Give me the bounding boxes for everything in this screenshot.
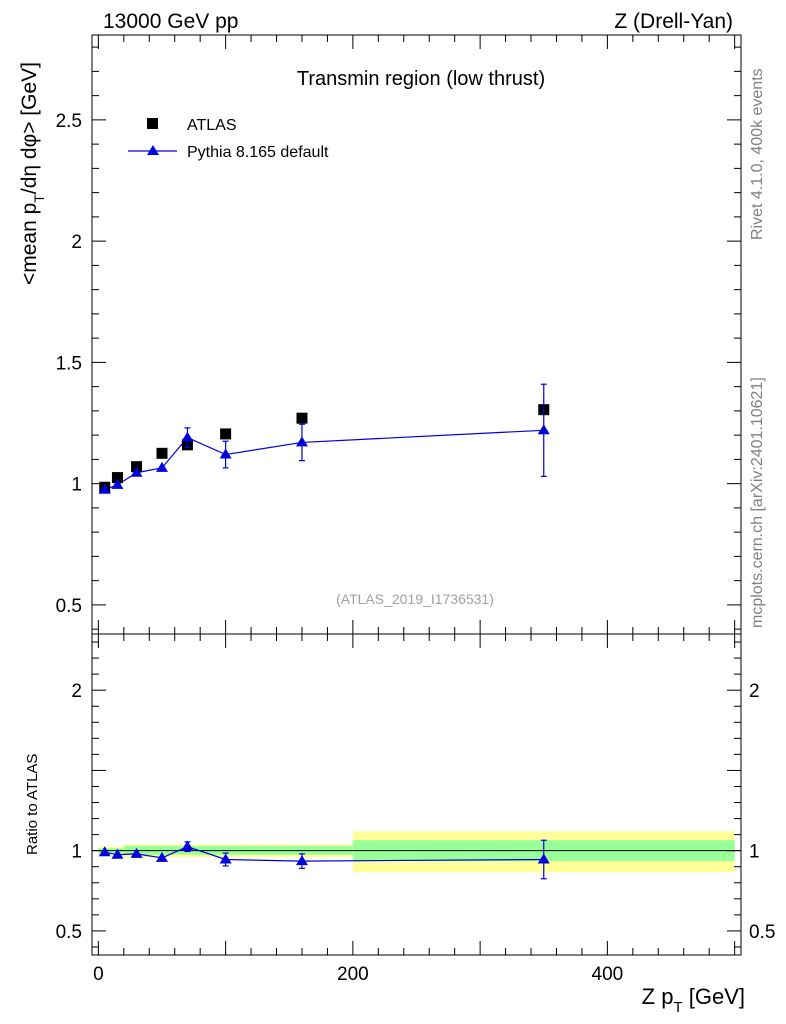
atlas-point xyxy=(296,412,308,424)
mc-point xyxy=(130,466,143,477)
mc-point xyxy=(181,431,194,442)
ratio-point xyxy=(98,846,111,857)
mc-point xyxy=(219,448,232,459)
ratio-bands xyxy=(98,831,735,873)
ratio-series xyxy=(98,839,550,880)
legend-marker-mc xyxy=(147,145,159,155)
main-tick-labels: 0.5 1 1.5 2 2.5 xyxy=(56,111,82,617)
ratio-point xyxy=(295,855,308,866)
ratio-point xyxy=(155,851,168,862)
legend-label-atlas: ATLAS xyxy=(187,117,237,134)
main-panel: 0.5 1 1.5 2 2.5 Transmin region (low thrust)… xyxy=(18,34,742,635)
x-axis-label: Z pT [GeV] xyxy=(642,984,745,1016)
ratio-point xyxy=(181,840,194,851)
atlas-point xyxy=(111,472,123,484)
legend-label-mc: Pythia 8.165 default xyxy=(187,144,329,161)
xtick-label: 400 xyxy=(592,964,624,985)
mc-point xyxy=(155,461,168,472)
rivet-label: Rivet 4.1.0, 400k events xyxy=(749,68,766,240)
ratio-tick-labels: 0.5 0.5 1 1 2 2 0 200 400 xyxy=(56,681,776,985)
ratio-ytick-label-left: 1 xyxy=(71,842,82,863)
xtick-label: 200 xyxy=(337,964,369,985)
xtick-label: 0 xyxy=(93,964,104,985)
mc-series-line xyxy=(104,429,544,491)
mc-point xyxy=(98,483,111,494)
ratio-panel: 0.5 0.5 1 1 2 2 0 200 400 Ratio to ATLAS xyxy=(24,633,776,985)
ratio-ytick-label-right: 0.5 xyxy=(749,922,775,943)
analysis-watermark: (ATLAS_2019_I1736531) xyxy=(336,591,494,607)
header-left: 13000 GeV pp xyxy=(103,10,238,33)
ratio-point xyxy=(219,853,232,864)
main-ytick-label: 1.5 xyxy=(56,353,82,374)
ratio-ytick-label-left: 2 xyxy=(71,681,82,702)
main-ticks xyxy=(92,35,741,634)
main-ytick-label: 2.5 xyxy=(56,111,82,132)
ratio-point xyxy=(130,847,143,858)
main-ytick-label: 2 xyxy=(71,232,82,253)
mcplots-label: mcplots.cern.ch [arXiv:2401.10621] xyxy=(749,377,766,628)
ratio-ytick-label-right: 1 xyxy=(749,842,760,863)
legend: ATLAS Pythia 8.165 default xyxy=(128,117,329,161)
ratio-frame xyxy=(91,633,742,956)
ratio-ylabel: Ratio to ATLAS xyxy=(24,754,41,855)
ratio-ytick-label-left: 0.5 xyxy=(56,922,82,943)
ratio-ticks xyxy=(92,634,741,955)
mc-point xyxy=(111,478,124,489)
atlas-point xyxy=(156,447,168,459)
header-right: Z (Drell-Yan) xyxy=(614,10,733,33)
chart-title: Transmin region (low thrust) xyxy=(297,68,545,90)
ratio-point xyxy=(537,853,550,864)
atlas-point xyxy=(131,461,143,473)
legend-marker-atlas xyxy=(147,118,158,129)
main-ytick-label: 1 xyxy=(71,475,82,496)
ratio-point xyxy=(111,848,124,859)
ratio-ytick-label-right: 2 xyxy=(749,681,760,702)
main-series xyxy=(98,383,550,494)
atlas-point xyxy=(220,428,232,440)
main-ytick-label: 0.5 xyxy=(56,596,82,617)
mc-point xyxy=(295,436,308,447)
mc-point xyxy=(537,424,550,435)
main-ylabel: <mean pT/dη dφ> [GeV] xyxy=(18,62,47,285)
